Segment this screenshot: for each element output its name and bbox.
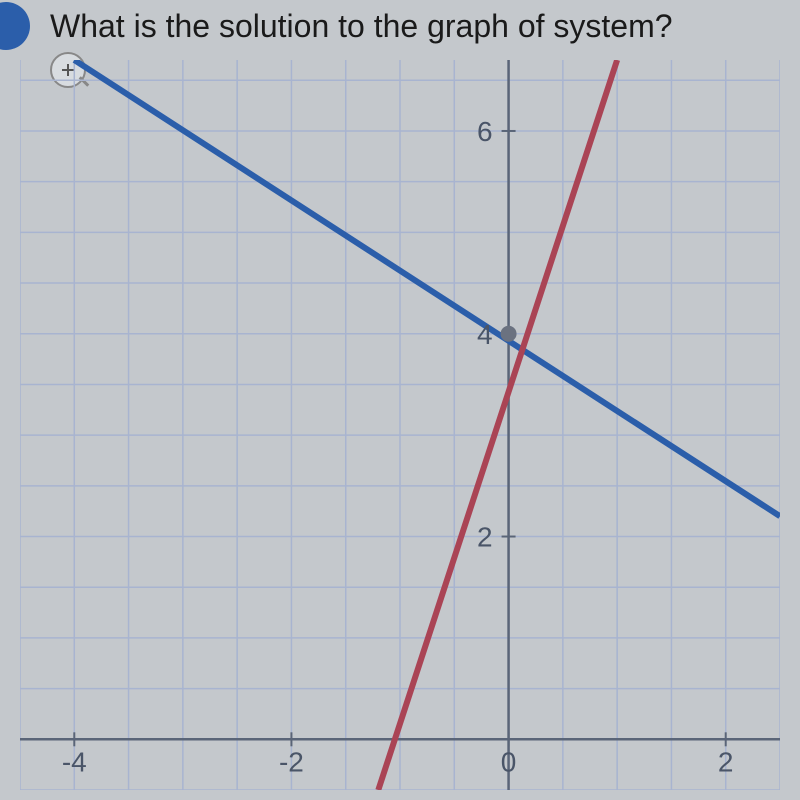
system-graph: 0 2 -4 -2 2 4 6 [20, 60, 780, 790]
y-axis-label: 2 [477, 522, 493, 553]
x-axis-label: -4 [62, 746, 87, 777]
intersection-point [501, 326, 517, 342]
x-axis-label: -2 [279, 746, 304, 777]
x-axis-label: 2 [718, 746, 734, 777]
y-axis-label: 4 [477, 319, 493, 350]
graph-container: 0 2 -4 -2 2 4 6 [20, 60, 780, 790]
x-axis-label: 0 [501, 746, 517, 777]
red-line [378, 60, 617, 790]
question-marker [0, 2, 30, 50]
y-axis-label: 6 [477, 116, 493, 147]
blue-line [74, 60, 780, 516]
question-text: What is the solution to the graph of sys… [50, 8, 673, 45]
